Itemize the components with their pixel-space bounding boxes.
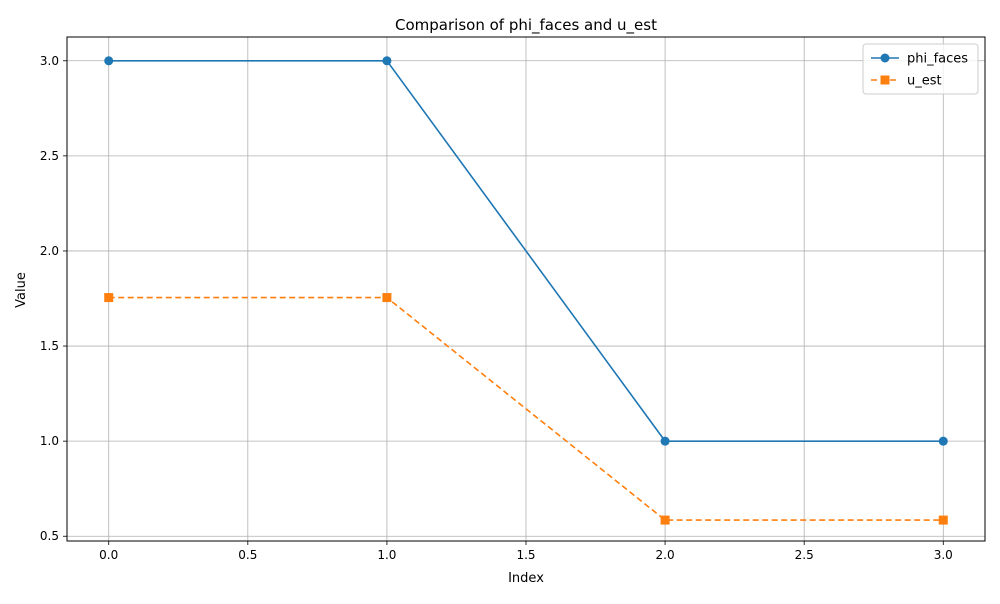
legend-marker xyxy=(880,53,890,63)
x-tick-label: 0.0 xyxy=(99,548,118,562)
legend-marker xyxy=(880,75,890,85)
data-point-phi-faces xyxy=(938,436,948,446)
data-point-u-est xyxy=(660,515,670,525)
data-point-u-est xyxy=(382,293,392,303)
data-point-phi-faces xyxy=(382,56,392,66)
data-point-u-est xyxy=(104,293,114,303)
legend-label: u_est xyxy=(907,74,942,89)
series-u-est xyxy=(104,293,948,525)
data-point-phi-faces xyxy=(104,56,114,66)
chart-title: Comparison of phi_faces and u_est xyxy=(395,16,657,35)
legend-label: phi_faces xyxy=(907,52,968,67)
x-tick-label: 3.0 xyxy=(934,548,953,562)
legend-box xyxy=(862,43,979,95)
x-tick-label: 2.0 xyxy=(656,548,675,562)
data-point-phi-faces xyxy=(660,436,670,446)
series-line-phi-faces xyxy=(108,59,944,442)
legend-entry: u_est xyxy=(871,74,942,89)
series-phi-faces xyxy=(104,56,948,446)
y-tick-label: 2.5 xyxy=(40,149,59,163)
series-layer xyxy=(104,56,948,525)
y-tick-label: 1.5 xyxy=(40,339,59,353)
y-tick-label: 2.0 xyxy=(40,244,59,258)
x-tick-label: 0.5 xyxy=(238,548,257,562)
legend-entry: phi_faces xyxy=(871,52,968,67)
x-axis-label: Index xyxy=(508,571,544,586)
x-tick-label: 1.0 xyxy=(377,548,396,562)
series-line-u-est xyxy=(108,296,944,521)
x-tick-label: 2.5 xyxy=(795,548,814,562)
grid xyxy=(67,37,985,541)
y-tick-label: 1.0 xyxy=(40,434,59,448)
axis-ticks: 0.0 0.5 1.0 1.5 2.0 2.5 3.0 0.5 1.0 1.5 2.0 2.5 3.0 xyxy=(40,54,953,562)
y-tick-label: 3.0 xyxy=(40,54,59,68)
legend: phi_faces u_est xyxy=(862,43,979,95)
y-tick-label: 0.5 xyxy=(40,529,59,543)
data-point-u-est xyxy=(938,515,948,525)
x-tick-label: 1.5 xyxy=(516,548,535,562)
y-axis-label: Value xyxy=(14,272,29,308)
